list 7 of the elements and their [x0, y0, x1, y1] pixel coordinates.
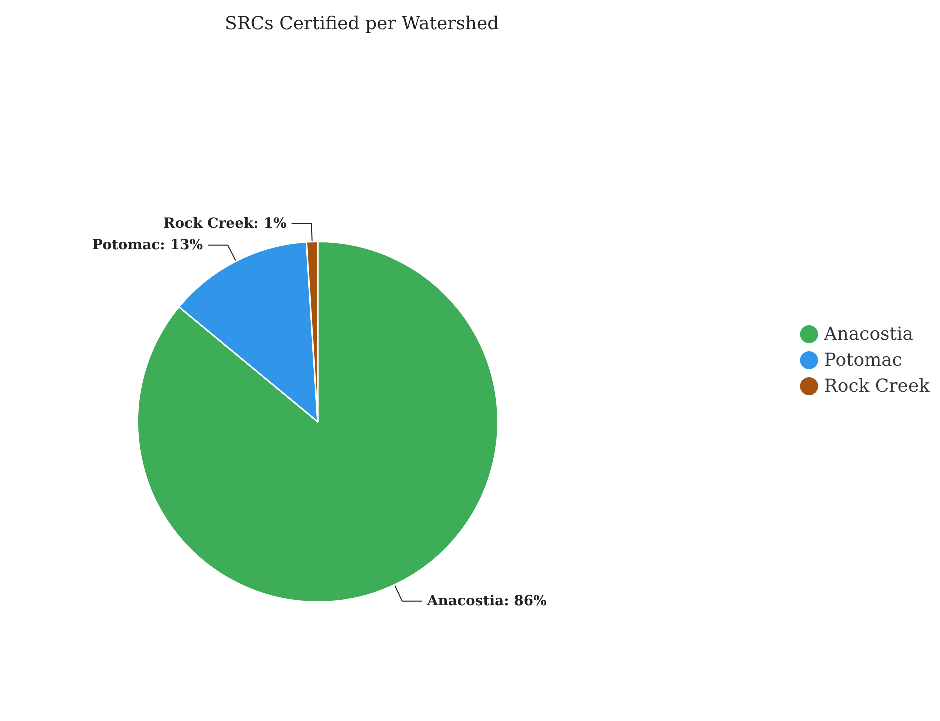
data-label: Potomac: 13%	[92, 237, 203, 254]
chart-title: SRCs Certified per Watershed	[225, 14, 500, 34]
legend-label: Anacostia	[823, 324, 914, 345]
data-label: Rock Creek: 1%	[164, 216, 287, 232]
legend-label: Rock Creek	[824, 376, 932, 397]
legend-label: Potomac	[824, 350, 902, 371]
data-label: Anacostia: 86%	[426, 593, 547, 610]
